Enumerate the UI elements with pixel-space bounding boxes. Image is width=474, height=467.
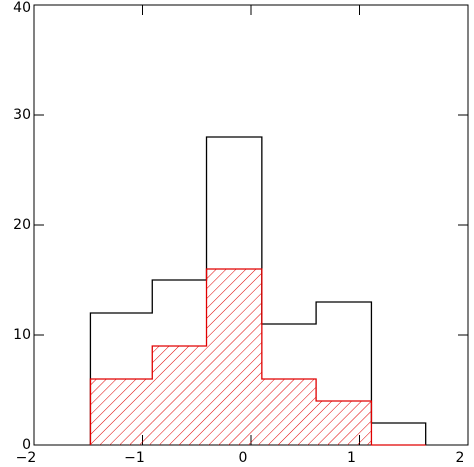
bar (152, 346, 207, 445)
y-tick-label: 10 (13, 327, 31, 343)
x-tick-label: −2 (16, 450, 37, 466)
bar (371, 423, 425, 445)
y-tick-label: 20 (13, 217, 31, 233)
y-tick-label: 40 (13, 0, 31, 16)
x-tick-label: 2 (456, 450, 465, 466)
outline (89, 268, 426, 446)
bar (90, 379, 153, 445)
x-tick-label: 0 (239, 450, 248, 466)
x-tick-label: −1 (124, 450, 145, 466)
y-tick-label: 0 (22, 437, 31, 453)
bar (261, 379, 317, 445)
bar (206, 269, 262, 445)
y-tick-label: 30 (13, 107, 31, 123)
bar (316, 401, 372, 445)
x-tick-label: 1 (347, 450, 356, 466)
